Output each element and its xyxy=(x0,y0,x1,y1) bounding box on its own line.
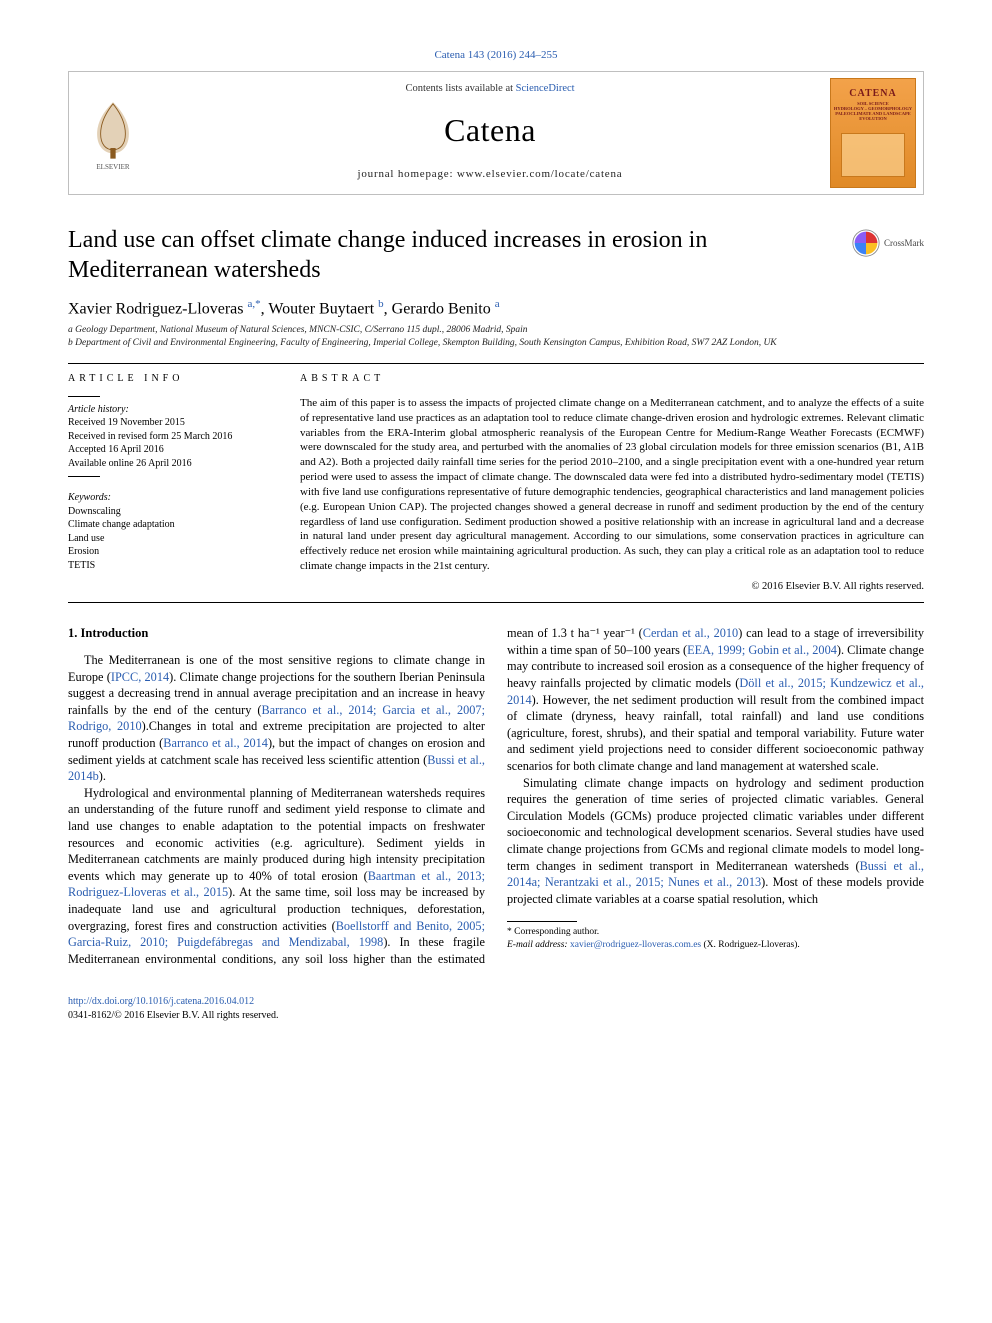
author-2-aff: b xyxy=(378,298,384,310)
author-2: Wouter Buytaert xyxy=(268,300,374,317)
history-received: Received 19 November 2015 xyxy=(68,416,276,430)
journal-name: Catena xyxy=(157,109,823,152)
keyword-5: TETIS xyxy=(68,559,276,573)
affiliation-b: b Department of Civil and Environmental … xyxy=(68,337,924,350)
p3e: ). However, the net sediment production … xyxy=(507,693,924,773)
sciencedirect-link[interactable]: ScienceDirect xyxy=(516,83,575,94)
author-list: Xavier Rodriguez-Lloveras a,*, Wouter Bu… xyxy=(68,297,924,320)
footnote-block: * Corresponding author. E-mail address: … xyxy=(507,921,924,951)
email-label: E-mail address: xyxy=(507,940,570,950)
intro-para-1: The Mediterranean is one of the most sen… xyxy=(68,652,485,785)
cite-cerdan2010[interactable]: Cerdan et al., 2010 xyxy=(643,626,738,640)
article-title: Land use can offset climate change induc… xyxy=(68,225,787,285)
author-1-aff: a,* xyxy=(247,298,260,310)
cite-barranco2014[interactable]: Barranco et al., 2014 xyxy=(163,736,268,750)
cite-eea-gobin[interactable]: EEA, 1999; Gobin et al., 2004 xyxy=(687,643,837,657)
intro-para-4: Simulating climate change impacts on hyd… xyxy=(507,775,924,908)
history-online: Available online 26 April 2016 xyxy=(68,457,276,471)
article-info-heading: ARTICLE INFO xyxy=(68,372,276,386)
keyword-4: Erosion xyxy=(68,545,276,559)
cite-ipcc2014[interactable]: IPCC, 2014 xyxy=(111,670,169,684)
contents-list-line: Contents lists available at ScienceDirec… xyxy=(157,82,823,96)
rule-bottom xyxy=(68,602,924,603)
section-1-heading: 1. Introduction xyxy=(68,625,485,642)
corresponding-author-note: * Corresponding author. xyxy=(507,926,924,938)
footer-block: http://dx.doi.org/10.1016/j.catena.2016.… xyxy=(68,995,924,1022)
publisher-logo: ELSEVIER xyxy=(69,72,157,194)
author-3-aff: a xyxy=(495,298,500,310)
history-revised: Received in revised form 25 March 2016 xyxy=(68,430,276,444)
keywords-block: Keywords: Downscaling Climate change ada… xyxy=(68,491,276,572)
journal-header: ELSEVIER Contents lists available at Sci… xyxy=(68,71,924,195)
doi-link[interactable]: http://dx.doi.org/10.1016/j.catena.2016.… xyxy=(68,996,254,1007)
history-label: Article history: xyxy=(68,403,276,417)
mini-rule-2 xyxy=(68,476,100,477)
article-info-column: ARTICLE INFO Article history: Received 1… xyxy=(68,372,276,594)
p1e: ). xyxy=(99,769,106,783)
crossmark-badge[interactable]: CrossMark xyxy=(852,229,924,257)
running-citation: Catena 143 (2016) 244–255 xyxy=(68,48,924,63)
cover-title: CATENA xyxy=(831,87,915,101)
author-3: Gerardo Benito xyxy=(392,300,491,317)
history-accepted: Accepted 16 April 2016 xyxy=(68,443,276,457)
crossmark-label: CrossMark xyxy=(884,237,924,249)
svg-text:ELSEVIER: ELSEVIER xyxy=(96,163,130,171)
affiliation-a: a Geology Department, National Museum of… xyxy=(68,324,924,337)
elsevier-tree-icon: ELSEVIER xyxy=(77,95,149,171)
keyword-1: Downscaling xyxy=(68,505,276,519)
body-two-column: 1. Introduction The Mediterranean is one… xyxy=(68,625,924,967)
journal-cover-thumb: CATENA SOIL SCIENCEHYDROLOGY – GEOMORPHO… xyxy=(823,72,923,194)
contents-prefix: Contents lists available at xyxy=(405,83,515,94)
issn-copyright: 0341-8162/© 2016 Elsevier B.V. All right… xyxy=(68,1009,924,1023)
keyword-3: Land use xyxy=(68,532,276,546)
abstract-text: The aim of this paper is to assess the i… xyxy=(300,396,924,574)
abstract-copyright: © 2016 Elsevier B.V. All rights reserved… xyxy=(300,580,924,594)
corresponding-email-link[interactable]: xavier@rodriguez-lloveras.com.es xyxy=(570,940,701,950)
crossmark-icon xyxy=(852,229,880,257)
keyword-2: Climate change adaptation xyxy=(68,518,276,532)
article-history: Article history: Received 19 November 20… xyxy=(68,403,276,471)
mini-rule-1 xyxy=(68,396,100,397)
rule-top xyxy=(68,363,924,364)
homepage-url[interactable]: www.elsevier.com/locate/catena xyxy=(457,168,623,180)
abstract-column: ABSTRACT The aim of this paper is to ass… xyxy=(300,372,924,594)
footnote-rule xyxy=(507,921,577,922)
affiliations: a Geology Department, National Museum of… xyxy=(68,324,924,350)
homepage-label: journal homepage: xyxy=(358,168,457,180)
abstract-heading: ABSTRACT xyxy=(300,372,924,386)
keywords-label: Keywords: xyxy=(68,491,276,505)
email-owner: (X. Rodriguez-Lloveras). xyxy=(701,940,800,950)
journal-homepage: journal homepage: www.elsevier.com/locat… xyxy=(157,167,823,182)
author-1: Xavier Rodriguez-Lloveras xyxy=(68,300,243,317)
